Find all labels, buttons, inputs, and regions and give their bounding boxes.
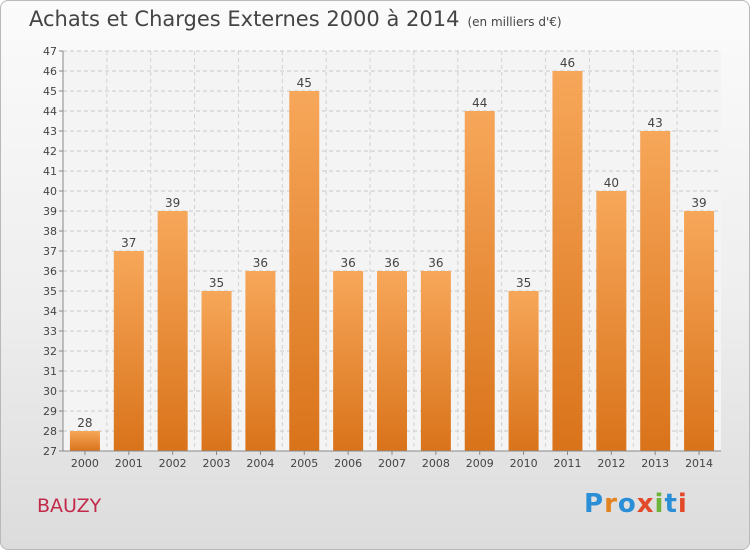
x-tick-label: 2014 — [685, 457, 713, 470]
bar — [377, 271, 407, 451]
y-tick-label: 36 — [43, 265, 57, 278]
bar — [201, 291, 232, 451]
bars-layer: 28 37 39 35 36 45 36 36 36 44 35 46 40 43 39 — [69, 56, 715, 451]
bar-value-label: 28 — [77, 416, 92, 430]
bar-value-label: 37 — [121, 236, 136, 250]
y-tick-label: 42 — [43, 145, 57, 158]
bar-value-label: 45 — [297, 76, 312, 90]
y-tick-label: 40 — [43, 185, 57, 198]
bar — [464, 111, 495, 451]
x-tick-label: 2004 — [246, 457, 274, 470]
y-tick-label: 47 — [43, 45, 57, 58]
y-tick-label: 37 — [43, 245, 57, 258]
bar — [684, 211, 715, 451]
bar — [420, 271, 451, 451]
bar-value-label: 35 — [516, 276, 531, 290]
x-tick-label: 2006 — [334, 457, 362, 470]
bar-value-label: 44 — [472, 96, 487, 110]
bar-value-label: 39 — [165, 196, 180, 210]
x-tick-label: 2009 — [466, 457, 494, 470]
bar — [157, 211, 188, 451]
y-tick-label: 34 — [43, 305, 57, 318]
logo-letter: x — [636, 489, 655, 519]
logo-letter: o — [617, 489, 637, 519]
y-tick-label: 46 — [43, 65, 57, 78]
y-tick-label: 43 — [43, 125, 57, 138]
bar — [289, 91, 320, 451]
y-tick-label: 30 — [43, 385, 57, 398]
bar — [69, 431, 100, 451]
bar — [508, 291, 539, 451]
x-tick-label: 2010 — [510, 457, 538, 470]
x-tick-label: 2002 — [159, 457, 187, 470]
y-tick-label: 41 — [43, 165, 57, 178]
bar-value-label: 36 — [253, 256, 268, 270]
bar-value-label: 36 — [384, 256, 399, 270]
x-tick-label: 2013 — [641, 457, 669, 470]
x-tick-label: 2003 — [203, 457, 231, 470]
bar — [113, 251, 144, 451]
x-tick-label: 2007 — [378, 457, 406, 470]
x-tick-label: 2011 — [553, 457, 581, 470]
axis-layer: 27 28 29 30 31 32 33 34 35 36 37 38 39 40 41 42 43 44 45 46… — [43, 45, 721, 470]
y-tick-label: 28 — [43, 425, 57, 438]
y-tick-label: 27 — [43, 445, 57, 458]
bar — [333, 271, 364, 451]
bar-value-label: 46 — [560, 56, 575, 70]
logo-letter: i — [654, 489, 665, 519]
logo-letter: P — [584, 489, 605, 519]
bar-value-label: 35 — [209, 276, 224, 290]
bar-value-label: 43 — [648, 116, 663, 130]
place-name: BAUZY — [37, 495, 102, 517]
y-tick-label: 32 — [43, 345, 57, 358]
x-tick-label: 2005 — [290, 457, 318, 470]
logo-letter: t — [664, 489, 678, 519]
bar-value-label: 40 — [604, 176, 619, 190]
x-tick-label: 2000 — [71, 457, 99, 470]
chart-subtitle: (en milliers d'€) — [467, 15, 562, 29]
x-tick-label: 2012 — [597, 457, 625, 470]
bar-value-label: 39 — [691, 196, 706, 210]
y-tick-label: 29 — [43, 405, 57, 418]
chart-title: Achats et Charges Externes 2000 à 2014 (e… — [29, 7, 562, 31]
y-tick-label: 44 — [43, 105, 57, 118]
bar — [640, 131, 671, 451]
x-tick-label: 2008 — [422, 457, 450, 470]
bar-value-label: 36 — [428, 256, 443, 270]
y-tick-label: 39 — [43, 205, 57, 218]
y-tick-label: 31 — [43, 365, 57, 378]
y-tick-label: 35 — [43, 285, 57, 298]
bar — [596, 191, 627, 451]
bar — [245, 271, 276, 451]
bar-value-label: 36 — [340, 256, 355, 270]
logo-letter: r — [604, 489, 618, 519]
bar — [552, 71, 583, 451]
logo-letter: i — [677, 489, 688, 519]
y-tick-label: 33 — [43, 325, 57, 338]
title-text: Achats et Charges Externes 2000 à 2014 — [29, 7, 460, 31]
x-tick-label: 2001 — [115, 457, 143, 470]
proxiti-logo: Proxiti — [584, 489, 688, 519]
y-tick-label: 45 — [43, 85, 57, 98]
y-tick-label: 38 — [43, 225, 57, 238]
